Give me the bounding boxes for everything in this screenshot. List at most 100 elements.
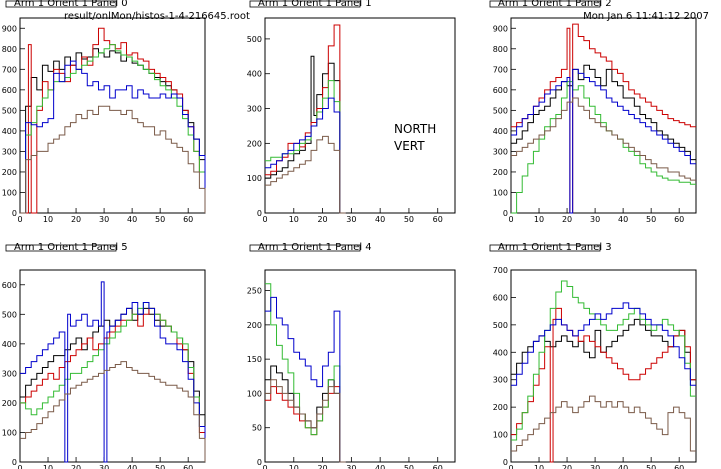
x-tick-label: 30 [590,215,600,224]
histogram-panel-5: Arm 1 Orient 1 Panel 30 10 20 30 40 50 6001002… [489,242,697,469]
y-tick-label: 300 [2,369,17,378]
x-tick-label: 50 [646,215,656,224]
y-tick-label: 300 [247,105,262,114]
overlay-vert: VERT [394,139,425,153]
y-tick-label: 0 [257,458,262,467]
series-black [265,55,346,214]
y-tick-label: 700 [493,266,508,275]
x-tick-label: 40 [127,464,137,469]
y-tick-label: 50 [252,424,262,433]
y-tick-label: 100 [247,174,262,183]
series-green [511,81,696,214]
y-tick-label: 100 [493,188,508,197]
histogram-panel-3: Arm 1 Orient 1 Panel 50 10 20 30 40 50 6001002… [2,242,206,469]
series-brown [265,135,346,214]
histogram-panel-4: Arm 1 Orient 1 Panel 4 0 10 20 30 40 50 60 0 50 10… [247,242,456,469]
x-tick-label: 50 [404,464,414,469]
x-tick-label: 60 [183,215,193,224]
x-tick-label: 0 [17,215,22,224]
x-tick-label: 30 [99,464,109,469]
file-path-label: result/onlMon/histos-1-4-216645.root [64,11,250,22]
histogram-panel-1: Arm 1 Orient 1 Panel 1 0 10 20 30 40 50 60 0 100 2… [247,0,456,224]
histogram-panel-0: Arm 1 Orient 1 Panel 00 10 20 30 40 50 6001002… [2,0,206,224]
y-tick-label: 100 [247,389,262,398]
x-tick-label: 50 [646,464,656,469]
plot-frame [19,269,206,463]
series-red [265,24,346,214]
x-tick-label: 0 [262,464,267,469]
x-tick-label: 20 [317,215,327,224]
panel-title: Arm 1 Orient 1 Panel 5 [14,242,128,253]
y-tick-label: 800 [2,45,17,54]
series-brown [511,97,696,181]
series-brown [20,105,206,214]
x-tick-label: 10 [289,215,299,224]
y-tick-label: 400 [493,348,508,357]
x-tick-label: 60 [183,464,193,469]
x-tick-label: 0 [508,215,513,224]
plot-frame [510,269,697,463]
x-tick-label: 40 [618,215,628,224]
y-tick-label: 800 [493,45,508,54]
x-tick-label: 10 [534,215,544,224]
x-tick-label: 30 [590,464,600,469]
series-green [20,44,206,214]
x-tick-label: 10 [43,215,53,224]
y-tick-label: 700 [493,65,508,74]
x-tick-label: 10 [43,464,53,469]
x-tick-label: 60 [674,464,684,469]
x-tick-label: 50 [155,464,165,469]
y-tick-label: 500 [2,310,17,319]
series-black [20,48,206,214]
y-tick-label: 200 [247,321,262,330]
series-blue [511,68,696,214]
x-tick-label: 40 [375,215,385,224]
x-tick-label: 10 [534,464,544,469]
y-tick-label: 400 [2,127,17,136]
series-blue [20,60,206,214]
y-tick-label: 0 [12,209,17,218]
overlay-north: NORTH [394,122,436,136]
y-tick-label: 0 [503,209,508,218]
x-tick-label: 40 [618,464,628,469]
datetime-label: Mon Jan 6 11:41:12 2007 [583,11,709,22]
y-tick-label: 0 [12,458,17,467]
series-blue [265,296,346,463]
x-tick-label: 50 [404,215,414,224]
y-tick-label: 300 [493,376,508,385]
y-tick-label: 400 [2,340,17,349]
series-blue [511,302,696,386]
y-tick-label: 400 [247,70,262,79]
x-tick-label: 20 [71,464,81,469]
plot-frame [510,17,697,214]
histogram-panel-2: Arm 1 Orient 1 Panel 20 10 20 30 40 50 6001002… [489,0,697,224]
panel-title: Arm 1 Orient 1 Panel 2 [498,0,612,9]
plot-frame [264,17,456,214]
y-tick-label: 200 [493,168,508,177]
y-tick-label: 200 [2,168,17,177]
x-tick-label: 0 [262,215,267,224]
y-tick-label: 100 [2,188,17,197]
series-brown [20,361,206,462]
x-tick-label: 0 [508,464,513,469]
y-tick-label: 500 [2,106,17,115]
panel-title: Arm 1 Orient 1 Panel 0 [14,0,128,9]
panel-title: Arm 1 Orient 1 Panel 4 [258,242,372,253]
series-red [511,307,696,463]
y-tick-label: 900 [493,24,508,33]
x-tick-label: 20 [562,464,572,469]
series-green [511,280,696,441]
panel-title-tab [249,244,361,252]
x-tick-label: 50 [155,215,165,224]
x-tick-label: 60 [433,215,443,224]
series-brown [265,379,346,463]
x-tick-label: 30 [99,215,109,224]
y-tick-label: 400 [493,127,508,136]
y-tick-label: 200 [493,403,508,412]
y-tick-label: 700 [2,65,17,74]
y-tick-label: 200 [247,139,262,148]
y-tick-label: 100 [493,431,508,440]
panel-title-tab [489,0,601,8]
series-brown [511,395,696,452]
